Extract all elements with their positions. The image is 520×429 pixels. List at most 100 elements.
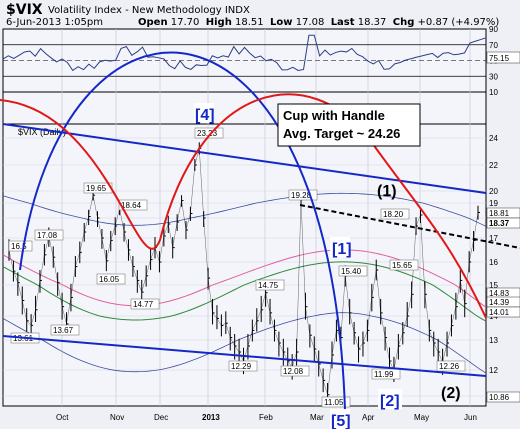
price-panel-label: $VIX (Daily) <box>18 127 66 137</box>
x-tick-label: Mar <box>310 413 324 422</box>
wave-1-blue-label: [1] <box>332 241 352 258</box>
wave-5-label: [5] <box>331 413 351 429</box>
price-label: 12.29 <box>231 362 252 371</box>
last-label: Last <box>330 17 355 28</box>
upper-trendline <box>2 123 487 194</box>
price-label-box <box>380 208 410 220</box>
price-label-box <box>288 189 318 201</box>
x-tick-label: 2013 <box>202 413 220 422</box>
low-value: 17.08 <box>295 17 325 28</box>
price-label-box <box>118 199 148 211</box>
right-value-tag <box>486 306 520 318</box>
x-tick-label: Jun <box>464 413 477 422</box>
x-tick-label: Dec <box>154 413 168 422</box>
y-tick-label: 13 <box>489 336 498 345</box>
price-label-box <box>280 365 310 377</box>
price-label-box <box>96 273 126 285</box>
right-value-text: 18.37 <box>489 219 510 228</box>
price-label: 11.99 <box>374 370 394 379</box>
price-label-box <box>34 229 64 241</box>
rsi-last-tag <box>486 51 520 64</box>
wave-2-blue-box <box>378 389 402 409</box>
y-tick-label: 16 <box>489 258 498 267</box>
price-label: 19.65 <box>86 184 107 193</box>
rsi-tick-label: 90 <box>489 25 498 34</box>
price-label: 16.5 <box>11 242 27 251</box>
wave-5-box <box>330 409 350 429</box>
y-tick-label: 19 <box>489 199 498 208</box>
price-label: 12.26 <box>439 362 460 371</box>
price-label: 12.08 <box>283 367 304 376</box>
y-tick-label: 15 <box>489 281 498 290</box>
right-value-text: 10.86 <box>489 393 510 402</box>
price-label: 18.64 <box>121 201 142 210</box>
price-label-box <box>371 368 401 380</box>
wave-2-black-label: (2) <box>441 385 461 402</box>
right-value-text: 14.39 <box>489 298 510 307</box>
rsi-last-value: 75.15 <box>489 54 510 63</box>
right-value-tag <box>486 217 520 229</box>
right-value-tag <box>486 391 520 403</box>
low-label: Low <box>270 17 293 28</box>
red-cycle-arc <box>0 93 487 319</box>
wave-2-blue-label: [2] <box>380 393 400 410</box>
exchange-label: INDX <box>224 5 250 16</box>
price-label: 23.23 <box>197 129 218 138</box>
price-label: 14.77 <box>133 300 154 309</box>
rsi-tick-label: 70 <box>489 41 498 50</box>
chg-label: Chg <box>392 17 415 28</box>
moving-average-line <box>2 261 487 322</box>
price-label: 14.75 <box>258 281 279 290</box>
quote-date: 6-Jun-2013 1:05pm <box>6 17 103 28</box>
price-label-box <box>389 259 419 271</box>
right-value-text: 14.83 <box>489 289 510 298</box>
rsi-tick-label: 30 <box>489 72 498 81</box>
lower-trendline <box>2 335 487 377</box>
price-label-box <box>228 360 258 372</box>
rsi-line <box>2 34 487 72</box>
symbol-title: $VIX <box>6 2 43 18</box>
x-tick-label: Nov <box>110 413 124 422</box>
y-tick-label: 22 <box>489 161 498 170</box>
right-value-text: 14.01 <box>489 308 510 317</box>
open-value: 17.70 <box>170 17 200 28</box>
dashed-resistance-line <box>299 204 520 249</box>
chg-value: +0.87 (+4.97%) <box>417 17 500 28</box>
high-label: High <box>205 17 232 28</box>
callout-line-2: Avg. Target ~ 24.26 <box>283 126 400 141</box>
x-tick-label: May <box>414 413 429 422</box>
y-tick-label: 12 <box>489 366 498 375</box>
price-label: 13.67 <box>53 326 74 335</box>
x-tick-label: Feb <box>259 413 273 422</box>
callout-line-1: Cup with Handle <box>283 108 385 123</box>
price-label-box <box>194 127 224 139</box>
wave-1-blue-box <box>330 237 350 257</box>
price-label-box <box>338 265 368 277</box>
price-label: 19.28 <box>291 191 312 200</box>
rsi-tick-label: 10 <box>489 88 498 97</box>
callout-box <box>277 103 421 147</box>
x-tick-label: Oct <box>56 413 69 422</box>
y-tick-label: 17 <box>489 234 498 243</box>
upper-band-line <box>2 192 487 227</box>
high-value: 18.51 <box>235 17 264 28</box>
right-value-text: 18.81 <box>489 209 510 218</box>
price-label: 17.08 <box>37 231 58 240</box>
price-label-box <box>8 240 33 252</box>
price-label: 18.20 <box>383 210 404 219</box>
price-label-box <box>436 360 466 372</box>
wave-1-black-label: (1) <box>377 183 397 200</box>
index-name: Volatility Index - New Methodology INDX <box>48 5 250 16</box>
price-label: 15.40 <box>341 267 362 276</box>
price-label: 15.65 <box>392 261 413 270</box>
wave-4-box <box>194 103 214 123</box>
price-label-box <box>255 279 285 291</box>
price-label: 16.05 <box>99 275 120 284</box>
price-label: 11.05 <box>324 398 344 407</box>
price-label-box <box>130 298 160 310</box>
price-label-box <box>50 324 80 336</box>
last-value: 18.37 <box>357 17 387 28</box>
lower-band-line <box>2 312 487 374</box>
wave-4-label: [4] <box>195 107 215 124</box>
